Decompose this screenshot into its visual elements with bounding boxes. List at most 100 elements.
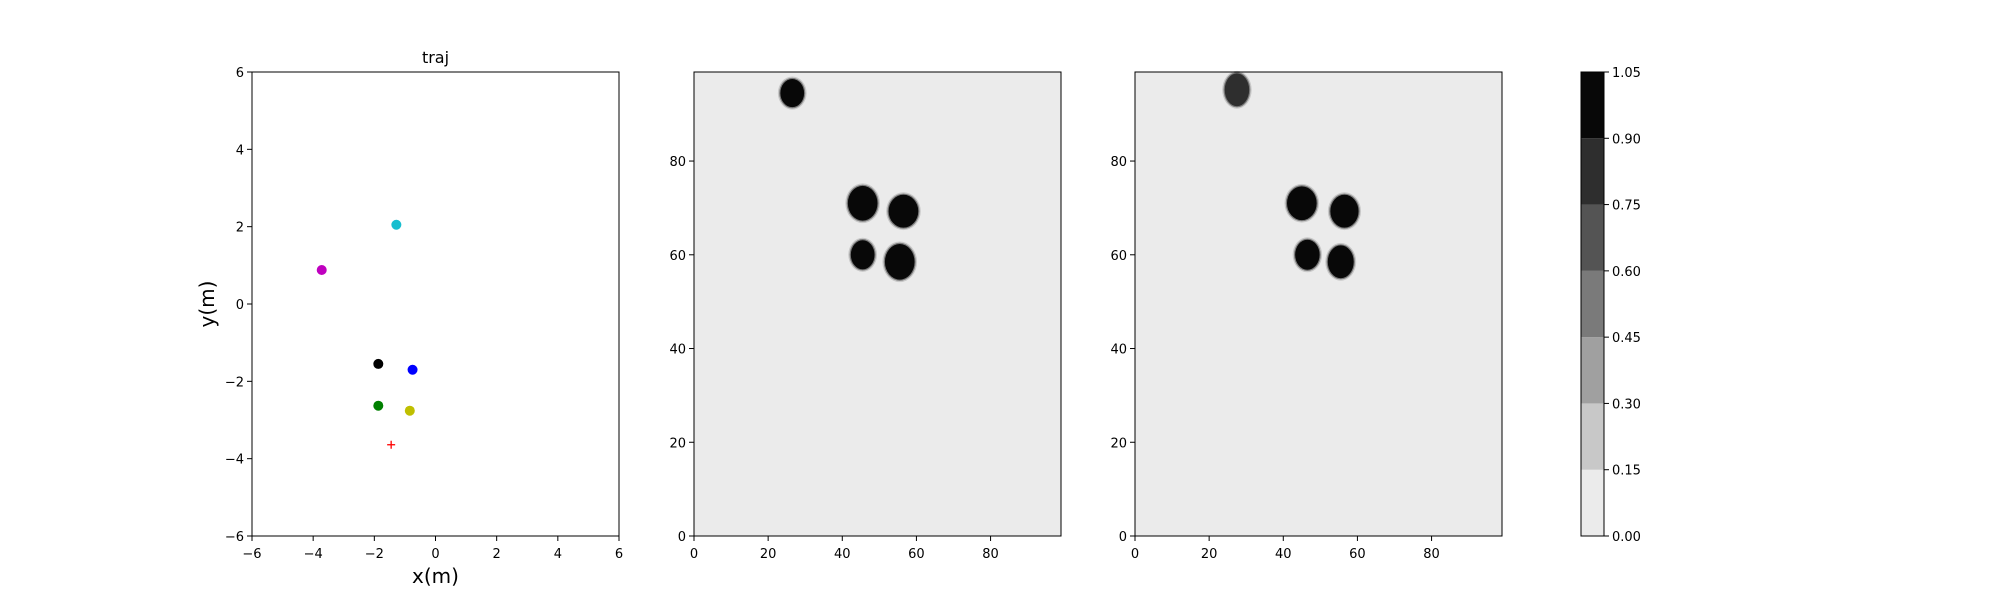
colorbar-band <box>1581 270 1604 338</box>
map2-x-tick-label: 60 <box>1349 547 1366 562</box>
traj-point <box>373 400 384 411</box>
map2-obstacle-blob <box>1327 192 1362 231</box>
map2-x-ticks: 0 20 40 60 80 <box>1131 536 1440 562</box>
map2-y-tick-label: 20 <box>1110 436 1127 451</box>
map1-y-tick-label: 0 <box>678 530 686 545</box>
traj-x-axis-label: x(m) <box>412 564 459 588</box>
map1-y-tick-label: 40 <box>669 343 686 358</box>
map2-x-tick-label: 80 <box>1423 547 1440 562</box>
map2-blobs <box>1222 70 1362 281</box>
traj-point <box>316 264 327 275</box>
traj-title: traj <box>422 48 449 67</box>
traj-plot-area <box>252 72 619 536</box>
traj-y-tick-label: −4 <box>225 453 244 468</box>
traj-x-tick-label: 4 <box>554 547 562 562</box>
map2-blob-core <box>1295 239 1320 270</box>
map2-blob-core <box>1224 73 1250 107</box>
traj-x-ticks: −6 −4 −2 0 2 4 6 <box>242 536 623 562</box>
colorbar-tick-label: 0.15 <box>1612 464 1641 479</box>
traj-y-tick-label: 2 <box>236 221 244 236</box>
colorbar-tick-label: 0.90 <box>1612 132 1641 147</box>
colorbar-frame <box>1580 71 1605 537</box>
map2-y-tick-label: 40 <box>1110 343 1127 358</box>
map2-x-tick-label: 0 <box>1131 547 1139 562</box>
traj-point <box>373 358 384 369</box>
traj-point <box>404 405 415 416</box>
map1-y-tick-label: 20 <box>669 436 686 451</box>
colorbar-band <box>1581 403 1604 470</box>
map1-blob-core <box>850 240 875 270</box>
map1-y-tick-label: 80 <box>669 155 686 170</box>
traj-y-tick-label: 0 <box>236 298 244 313</box>
traj-x-tick-label: 0 <box>431 547 439 562</box>
map1-obstacle-blob <box>845 183 880 224</box>
colorbar-band <box>1581 469 1604 536</box>
map1-x-tick-label: 40 <box>834 547 851 562</box>
map2-y-tick-label: 0 <box>1119 530 1127 545</box>
colorbar-tick-label: 0.60 <box>1612 265 1641 280</box>
map2-obstacle-blob <box>1222 70 1252 109</box>
map2-frame <box>1134 71 1503 537</box>
map1-background <box>694 72 1061 536</box>
colorbar-tick-label: 1.05 <box>1612 66 1641 81</box>
traj-y-tick-label: −6 <box>225 530 244 545</box>
traj-y-ticks: −6 −4 −2 0 2 4 6 <box>225 66 252 545</box>
map2-blob-core <box>1286 186 1317 221</box>
colorbar-band <box>1581 138 1604 205</box>
map1-blob-core <box>847 185 878 221</box>
map1-obstacle-blob <box>882 241 918 283</box>
map1-x-ticks: 0 20 40 60 80 <box>690 536 999 562</box>
map2-y-tick-label: 80 <box>1110 155 1127 170</box>
colorbar-band <box>1581 337 1604 404</box>
colorbar-tick-label: 0.75 <box>1612 199 1641 214</box>
colorbar-band <box>1581 204 1604 271</box>
map1-x-tick-label: 80 <box>982 547 999 562</box>
map1-x-tick-label: 0 <box>690 547 698 562</box>
map1-y-tick-label: 60 <box>669 249 686 264</box>
colorbar-tick-label: 0.00 <box>1612 530 1641 545</box>
map1-blob-core <box>780 79 805 108</box>
colorbar-bands <box>1581 72 1604 536</box>
occupancy-map-1: 0 20 40 60 80 0 20 40 60 80 <box>669 71 1062 562</box>
map2-obstacle-blob <box>1292 237 1323 273</box>
colorbar-ticks: 0.00 0.15 0.30 0.45 0.60 0.75 0.90 1.05 <box>1604 66 1641 545</box>
traj-frame <box>251 71 620 537</box>
map1-x-tick-label: 20 <box>760 547 777 562</box>
traj-x-tick-label: −6 <box>242 547 261 562</box>
colorbar-tick-label: 0.30 <box>1612 397 1641 412</box>
occupancy-map-2: 0 20 40 60 80 0 20 40 60 80 <box>1110 70 1503 562</box>
map2-y-ticks: 0 20 40 60 80 <box>1110 155 1135 545</box>
map2-x-tick-label: 40 <box>1275 547 1292 562</box>
traj-y-axis-label: y(m) <box>195 281 219 328</box>
map1-obstacle-blob <box>886 192 921 231</box>
map1-frame <box>693 71 1062 537</box>
map1-blob-core <box>888 194 919 228</box>
traj-scatter-plot: −6 −4 −2 0 2 4 6 −6 −4 −2 0 2 4 6 traj x(m) y(m) <box>195 48 623 588</box>
traj-y-tick-label: 6 <box>236 66 244 81</box>
map2-y-tick-label: 60 <box>1110 249 1127 264</box>
traj-x-tick-label: −2 <box>365 547 384 562</box>
map2-obstacle-blob <box>1284 183 1320 223</box>
map2-obstacle-blob <box>1325 242 1357 281</box>
map2-blob-core <box>1327 245 1354 279</box>
traj-y-tick-label: 4 <box>236 143 244 158</box>
traj-point <box>391 219 402 230</box>
traj-point <box>407 364 418 375</box>
map1-x-tick-label: 60 <box>908 547 925 562</box>
map1-blobs <box>777 76 921 283</box>
map1-obstacle-blob <box>777 76 807 110</box>
traj-points <box>316 219 418 449</box>
map1-y-ticks: 0 20 40 60 80 <box>669 155 694 545</box>
traj-goal-marker <box>387 440 396 449</box>
traj-x-tick-label: 6 <box>615 547 623 562</box>
colorbar: 0.00 0.15 0.30 0.45 0.60 0.75 0.90 1.05 <box>1580 66 1641 545</box>
map2-blob-core <box>1330 194 1359 228</box>
map2-background <box>1135 72 1502 536</box>
colorbar-band <box>1581 72 1604 139</box>
traj-y-tick-label: −2 <box>225 375 244 390</box>
traj-x-tick-label: −4 <box>304 547 323 562</box>
map1-obstacle-blob <box>848 237 878 272</box>
map2-x-tick-label: 20 <box>1201 547 1218 562</box>
traj-x-tick-label: 2 <box>493 547 501 562</box>
